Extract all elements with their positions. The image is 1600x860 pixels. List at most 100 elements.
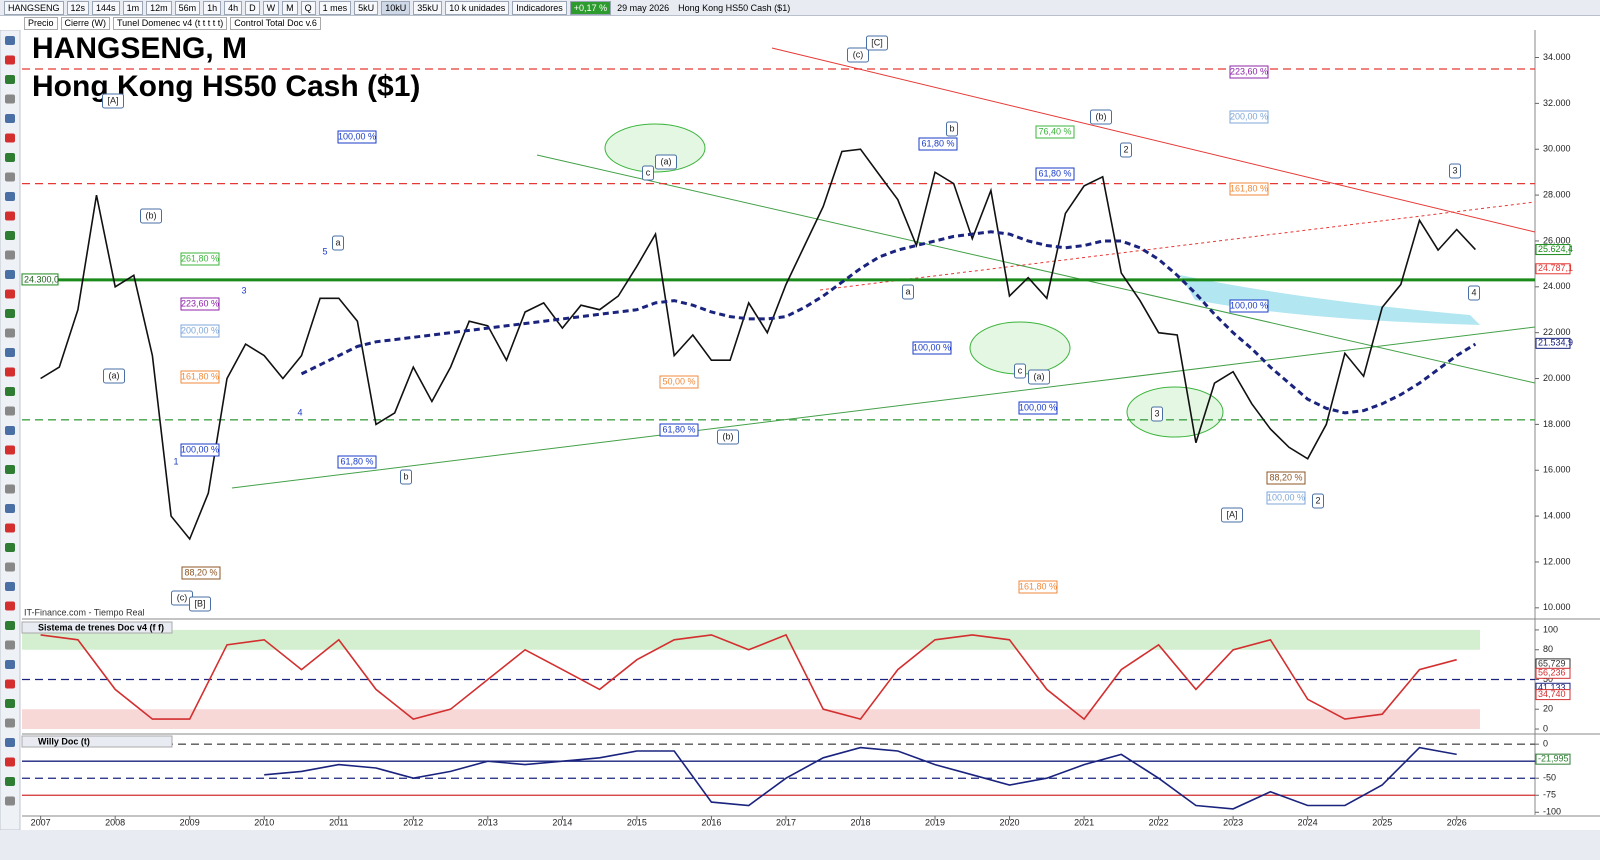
tool-icon (5, 348, 15, 357)
fib-label: 100,00 % (1267, 492, 1305, 502)
toolbar-button[interactable]: Q (300, 0, 316, 15)
y-tick-label: 20.000 (1543, 373, 1571, 383)
wave-label-box (102, 93, 124, 109)
toolbar-button[interactable]: W (262, 0, 280, 15)
toolbar-button[interactable]: 4h (224, 0, 243, 15)
y-tick-label: -100 (1543, 807, 1561, 817)
indicator-toggle[interactable]: Tunel Domenec v4 (t t t t t) (113, 16, 228, 30)
panel-title: Sistema de trenes Doc v4 (f f) (38, 622, 164, 632)
series-line (40, 633, 1457, 721)
y-tick-label: 10.000 (1543, 602, 1571, 612)
tool-icon (5, 133, 15, 143)
wave-label-box (1468, 285, 1480, 301)
price-label (1535, 689, 1571, 701)
x-tick-label: 2018 (850, 817, 870, 827)
toolbar-button[interactable]: 10kU (381, 0, 411, 15)
price-label-text: 41,133 (1538, 683, 1566, 693)
x-tick-label: 2023 (1223, 817, 1243, 827)
y-tick-label: 0 (1543, 723, 1548, 733)
wave-label-box (1151, 406, 1163, 422)
fib-label-box (1018, 580, 1058, 594)
price-label-text: 65,729 (1538, 658, 1566, 668)
fib-label-box (918, 137, 958, 151)
toolbar-button[interactable]: 56m (174, 0, 201, 15)
toolbar-button[interactable]: 1 mes (318, 0, 352, 15)
fib-label-box (180, 252, 220, 266)
x-tick-label: 2014 (552, 817, 572, 827)
fib-label-box (1266, 491, 1306, 505)
wave-label: 3 (1154, 408, 1159, 418)
x-tick-label: 2021 (1074, 817, 1094, 827)
wave-label-box (1090, 109, 1112, 125)
fib-label-box (1035, 125, 1075, 139)
wave-label: b (949, 123, 954, 133)
fib-label-box (337, 130, 377, 144)
toolbar-button: Hong Kong HS50 Cash ($1) (678, 2, 791, 13)
fib-label: 76,40 % (1038, 126, 1071, 136)
cloud (1180, 275, 1480, 325)
toolbar-button[interactable]: 1m (122, 0, 144, 15)
ellipse (604, 123, 706, 173)
tool-icon (5, 231, 15, 240)
wave-label: (c) (177, 592, 188, 602)
wave-label-box (189, 596, 211, 612)
tool-icon (5, 640, 15, 650)
wave-label-box (717, 429, 739, 445)
wave-label: c (1018, 365, 1023, 375)
toolbar-button[interactable]: Indicadores (512, 0, 567, 15)
indicator-toggle[interactable]: Precio (24, 16, 58, 30)
fib-label: 61,80 % (662, 424, 695, 434)
trend-line (231, 326, 1536, 489)
toolbar-button[interactable]: 12m (146, 0, 172, 15)
y-tick-label: -50 (1543, 773, 1556, 783)
fib-label-box (1229, 110, 1269, 124)
tool-icon (5, 504, 15, 513)
y-tick-label: 28.000 (1543, 189, 1571, 199)
tool-icon (5, 387, 15, 396)
fib-label: 161,80 % (1019, 581, 1057, 591)
toolbar-button: +0,17 % (569, 0, 612, 15)
chart-title: HANGSENG, M (32, 32, 247, 65)
wave-label-box (1014, 363, 1026, 379)
toolbar-button[interactable]: 35kU (413, 0, 443, 15)
x-tick-label: 2024 (1298, 817, 1318, 827)
toolbar-button[interactable]: 12s (66, 0, 90, 15)
y-tick-label: 26.000 (1543, 235, 1571, 245)
fib-label: 61,80 % (921, 138, 954, 148)
wave-label-box (1312, 493, 1324, 509)
price-label-text: 21.534,9 (1538, 338, 1573, 348)
toolbar-button: 29 may 2026 (617, 2, 670, 13)
toolbar-button[interactable]: HANGSENG (4, 0, 64, 15)
price-label (1535, 337, 1571, 349)
toolbar-button[interactable]: 5kU (354, 0, 379, 15)
tool-icon (5, 114, 15, 123)
x-tick-label: 2022 (1149, 817, 1169, 827)
toolbar-button[interactable]: M (282, 0, 298, 15)
series-line (264, 746, 1457, 810)
wave-label: 2 (1123, 144, 1128, 154)
fib-label: 100,00 % (1230, 300, 1268, 310)
wave-label-box (642, 165, 654, 181)
wave-label-box (902, 284, 914, 300)
y-tick-label: 14.000 (1543, 510, 1571, 520)
series-line (40, 148, 1476, 541)
toolbar-button[interactable]: 1h (203, 0, 222, 15)
wave-label-box (1120, 142, 1132, 158)
fib-label-box (1229, 65, 1269, 79)
fib-label: 100,00 % (181, 444, 219, 454)
wave-label: 2 (1315, 495, 1320, 505)
wave-count: 1 (173, 456, 178, 466)
y-tick-label: 100 (1543, 624, 1558, 634)
toolbar-button[interactable]: 10 k unidades (445, 0, 510, 15)
fib-label: 261,80 % (181, 253, 219, 263)
fib-label-box (1229, 299, 1269, 313)
toolbar-button[interactable]: D (245, 0, 260, 15)
tool-icon (5, 426, 15, 435)
indicator-toggle[interactable]: Control Total Doc v.6 (230, 16, 321, 30)
wave-label-box (332, 235, 344, 251)
trend-line (536, 154, 1536, 384)
toolbar-button[interactable]: 144s (92, 0, 120, 15)
wave-label: (b) (146, 210, 157, 220)
indicator-toggle[interactable]: Cierre (W) (60, 16, 111, 30)
